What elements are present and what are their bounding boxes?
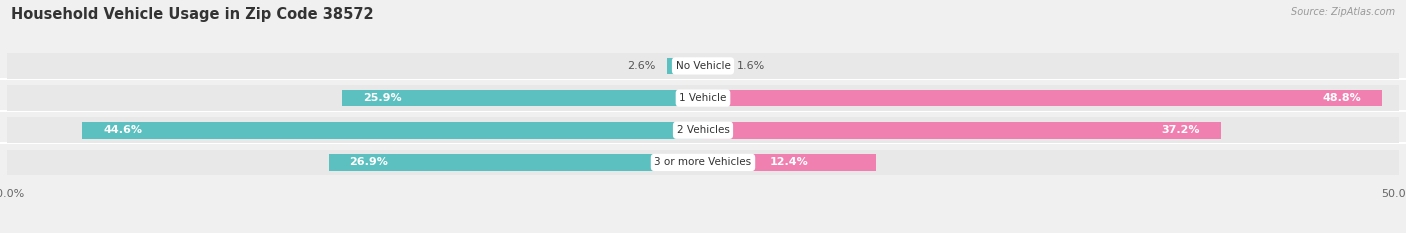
Text: No Vehicle: No Vehicle [675,61,731,71]
Text: 12.4%: 12.4% [770,158,808,168]
Text: 2 Vehicles: 2 Vehicles [676,125,730,135]
Bar [7,117,1399,143]
Bar [7,85,1399,111]
Text: 26.9%: 26.9% [350,158,388,168]
Bar [703,58,725,74]
Text: 1 Vehicle: 1 Vehicle [679,93,727,103]
Bar [703,122,1220,139]
Bar [82,122,703,139]
Bar [703,90,1382,106]
Text: Household Vehicle Usage in Zip Code 38572: Household Vehicle Usage in Zip Code 3857… [11,7,374,22]
Text: 37.2%: 37.2% [1161,125,1199,135]
Text: 44.6%: 44.6% [103,125,142,135]
Bar [666,58,703,74]
Text: 25.9%: 25.9% [363,93,402,103]
Bar [329,154,703,171]
Bar [703,154,876,171]
Text: 3 or more Vehicles: 3 or more Vehicles [654,158,752,168]
Bar [7,150,1399,175]
Text: 1.6%: 1.6% [737,61,765,71]
Text: 2.6%: 2.6% [627,61,655,71]
Text: Source: ZipAtlas.com: Source: ZipAtlas.com [1291,7,1395,17]
Bar [343,90,703,106]
Bar [7,53,1399,79]
Text: 48.8%: 48.8% [1323,93,1361,103]
